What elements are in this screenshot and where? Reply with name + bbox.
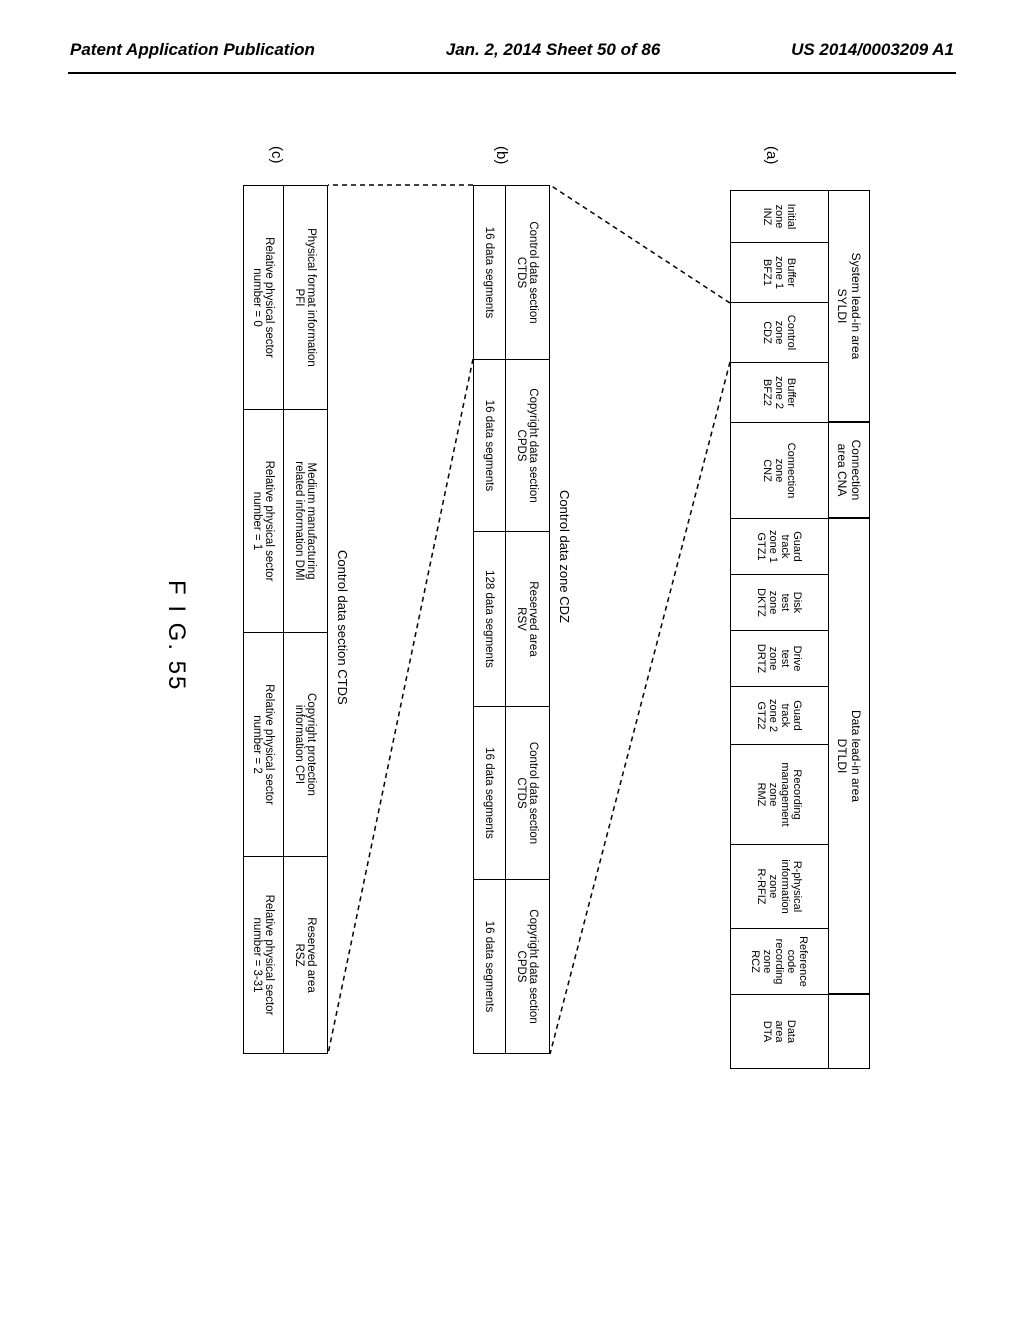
c-rsz: Reserved area RSZ: [283, 856, 328, 1054]
hdr-syldi: System lead-in area SYLDI: [828, 190, 870, 422]
label-c: (c): [268, 146, 285, 164]
figure-label: F I G. 55: [162, 580, 190, 691]
cell-bfz2: Buffer zone 2 BFZ2: [730, 362, 828, 422]
b-ctds2: Control data section CTDS: [505, 706, 550, 879]
b-rsv: Reserved area RSV: [505, 531, 550, 706]
cell-rcz: Reference code recording zone RCZ: [730, 928, 828, 994]
c-r1: Relative physical sector number = 0: [243, 185, 283, 409]
hdr-dtldi: Data lead-in area DTLDI: [828, 518, 870, 994]
header-rule: [68, 72, 956, 74]
row-b-bot: 16 data segments 16 data segments 128 da…: [473, 185, 505, 1054]
hdr-cna: Connection area CNA: [828, 422, 870, 518]
cell-dktz: Disk test zone DKTZ: [730, 574, 828, 630]
row-a-headers: System lead-in area SYLDI Connection are…: [828, 190, 870, 1069]
cell-bfz1: Buffer zone 1 BFZ1: [730, 242, 828, 302]
cell-rfiz: R-physical information zone R-RFIZ: [730, 844, 828, 928]
b-s4: 16 data segments: [473, 706, 505, 879]
b-s3: 128 data segments: [473, 531, 505, 706]
b-s2: 16 data segments: [473, 359, 505, 531]
header-right: US 2014/0003209 A1: [791, 40, 954, 60]
cell-cnz: Connection zone CNZ: [730, 422, 828, 518]
b-s5: 16 data segments: [473, 879, 505, 1054]
cell-gtz1: Guard track zone 1 GTZ1: [730, 518, 828, 574]
c-r2: Relative physical sector number = 1: [243, 409, 283, 632]
b-ctds: Control data section CTDS: [505, 185, 550, 359]
cell-cdz: Control zone CDZ: [730, 302, 828, 362]
row-c-top: Physical format information PFI Medium m…: [283, 185, 328, 1054]
c-title: Control data section CTDS: [335, 550, 350, 705]
cell-inz: Initial zone INZ: [730, 190, 828, 242]
c-r3: Relative physical sector number = 2: [243, 632, 283, 856]
label-a: (a): [763, 146, 780, 164]
b-title: Control data zone CDZ: [557, 490, 572, 623]
b-cpds: Copyright data section CPDS: [505, 359, 550, 531]
b-cpds2: Copyright data section CPDS: [505, 879, 550, 1054]
label-b: (b): [493, 146, 510, 164]
b-s1: 16 data segments: [473, 185, 505, 359]
cell-gtz2: Guard track zone 2 GTZ2: [730, 686, 828, 744]
cell-rmz: Recording management zone RMZ: [730, 744, 828, 844]
row-b-top: Control data section CTDS Copyright data…: [505, 185, 550, 1054]
cell-dta: Data area DTA: [730, 994, 828, 1069]
header-mid: Jan. 2, 2014 Sheet 50 of 86: [446, 40, 661, 60]
diagram: (a) System lead-in area SYLDI Connection…: [25, 255, 1024, 1025]
c-cpi: Copyright protection information CPI: [283, 632, 328, 856]
row-a-cells: Initial zone INZ Buffer zone 1 BFZ1 Cont…: [730, 190, 828, 1069]
cell-drtz: Drive test zone DRTZ: [730, 630, 828, 686]
row-c-bot: Relative physical sector number = 0 Rela…: [243, 185, 283, 1054]
hdr-dta: [828, 994, 870, 1069]
header-left: Patent Application Publication: [70, 40, 315, 60]
c-r4: Relative physical sector number = 3-31: [243, 856, 283, 1054]
c-pfi: Physical format information PFI: [283, 185, 328, 409]
c-dmi: Medium manufacturing related information…: [283, 409, 328, 632]
